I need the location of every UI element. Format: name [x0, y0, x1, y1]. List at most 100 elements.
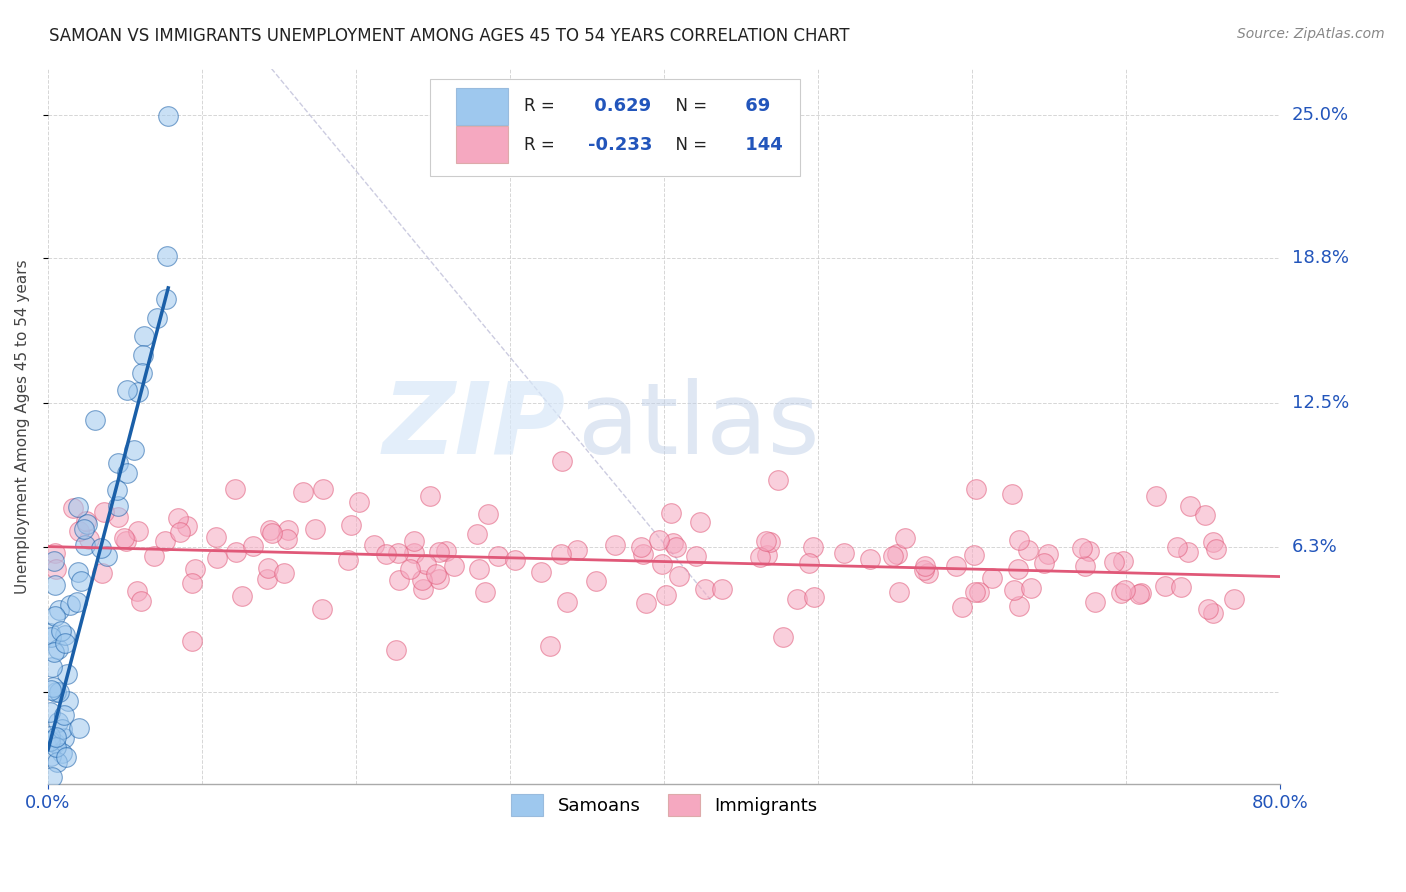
- Point: [665, 541, 688, 555]
- Point: [51, 746, 73, 760]
- Point: [630, 540, 652, 554]
- FancyBboxPatch shape: [456, 87, 508, 125]
- Point: [801, 540, 824, 554]
- Point: [45, 684, 67, 698]
- Point: [75, 514, 97, 528]
- Point: [38, 729, 60, 743]
- Point: [894, 531, 917, 545]
- Text: Source: ZipAtlas.com: Source: ZipAtlas.com: [1237, 27, 1385, 41]
- Text: N =: N =: [665, 136, 713, 154]
- Point: [273, 566, 295, 580]
- Point: [689, 515, 711, 529]
- Point: [38, 705, 60, 719]
- Point: [1170, 580, 1192, 594]
- Point: [56, 694, 79, 708]
- Point: [46, 642, 69, 657]
- Point: [44, 578, 66, 592]
- Point: [107, 500, 129, 514]
- Point: [66, 565, 89, 579]
- Point: [950, 599, 973, 614]
- Point: [93, 505, 115, 519]
- Point: [980, 571, 1002, 585]
- Point: [1001, 487, 1024, 501]
- Point: [48, 603, 70, 617]
- Point: [39, 748, 62, 763]
- Point: [67, 524, 90, 539]
- Point: [914, 559, 936, 574]
- Point: [474, 585, 496, 599]
- Point: [486, 549, 509, 563]
- Point: [398, 562, 420, 576]
- Point: [127, 524, 149, 539]
- Point: [59, 598, 82, 612]
- Point: [530, 565, 553, 579]
- Point: [41, 821, 63, 835]
- Point: [180, 634, 202, 648]
- Point: [882, 549, 904, 563]
- Point: [105, 483, 128, 497]
- Point: [756, 549, 779, 563]
- Point: [1128, 587, 1150, 601]
- Text: 144: 144: [740, 136, 783, 154]
- Point: [963, 585, 986, 599]
- Point: [53, 628, 76, 642]
- Point: [155, 534, 177, 549]
- Text: -0.233: -0.233: [588, 136, 652, 154]
- Point: [55, 750, 77, 764]
- Text: 25.0%: 25.0%: [1292, 106, 1348, 124]
- Point: [412, 582, 434, 596]
- Point: [311, 602, 333, 616]
- Point: [224, 482, 246, 496]
- Point: [887, 585, 910, 599]
- Point: [51, 723, 73, 737]
- Point: [631, 548, 654, 562]
- Point: [1154, 579, 1177, 593]
- Point: [277, 523, 299, 537]
- Point: [425, 566, 447, 581]
- Point: [662, 536, 685, 550]
- Point: [1129, 585, 1152, 599]
- Point: [648, 533, 671, 548]
- Point: [66, 595, 89, 609]
- Point: [44, 735, 66, 749]
- Point: [402, 545, 425, 559]
- Point: [1008, 599, 1031, 614]
- Point: [912, 563, 935, 577]
- Point: [385, 643, 408, 657]
- Point: [42, 554, 65, 568]
- Point: [45, 789, 67, 803]
- Point: [766, 473, 789, 487]
- Point: [276, 532, 298, 546]
- Point: [1017, 543, 1039, 558]
- Point: [555, 595, 578, 609]
- Point: [1180, 499, 1202, 513]
- Point: [651, 558, 673, 572]
- Point: [468, 562, 491, 576]
- Point: [1038, 547, 1060, 561]
- Point: [115, 534, 138, 549]
- Point: [387, 546, 409, 560]
- Point: [1197, 601, 1219, 615]
- Point: [565, 542, 588, 557]
- Point: [42, 645, 65, 659]
- Point: [292, 485, 315, 500]
- Point: [143, 549, 166, 563]
- Point: [1144, 489, 1167, 503]
- Point: [132, 348, 155, 362]
- Point: [257, 560, 280, 574]
- Point: [262, 526, 284, 541]
- Point: [155, 293, 177, 307]
- Point: [42, 680, 65, 694]
- Point: [668, 568, 690, 582]
- Point: [1177, 545, 1199, 559]
- Point: [551, 454, 574, 468]
- Point: [443, 558, 465, 573]
- Point: [67, 721, 90, 735]
- Text: N =: N =: [665, 97, 713, 115]
- Point: [42, 815, 65, 830]
- Point: [963, 548, 986, 562]
- Text: 12.5%: 12.5%: [1292, 394, 1348, 412]
- Point: [859, 552, 882, 566]
- Point: [1077, 543, 1099, 558]
- Point: [129, 593, 152, 607]
